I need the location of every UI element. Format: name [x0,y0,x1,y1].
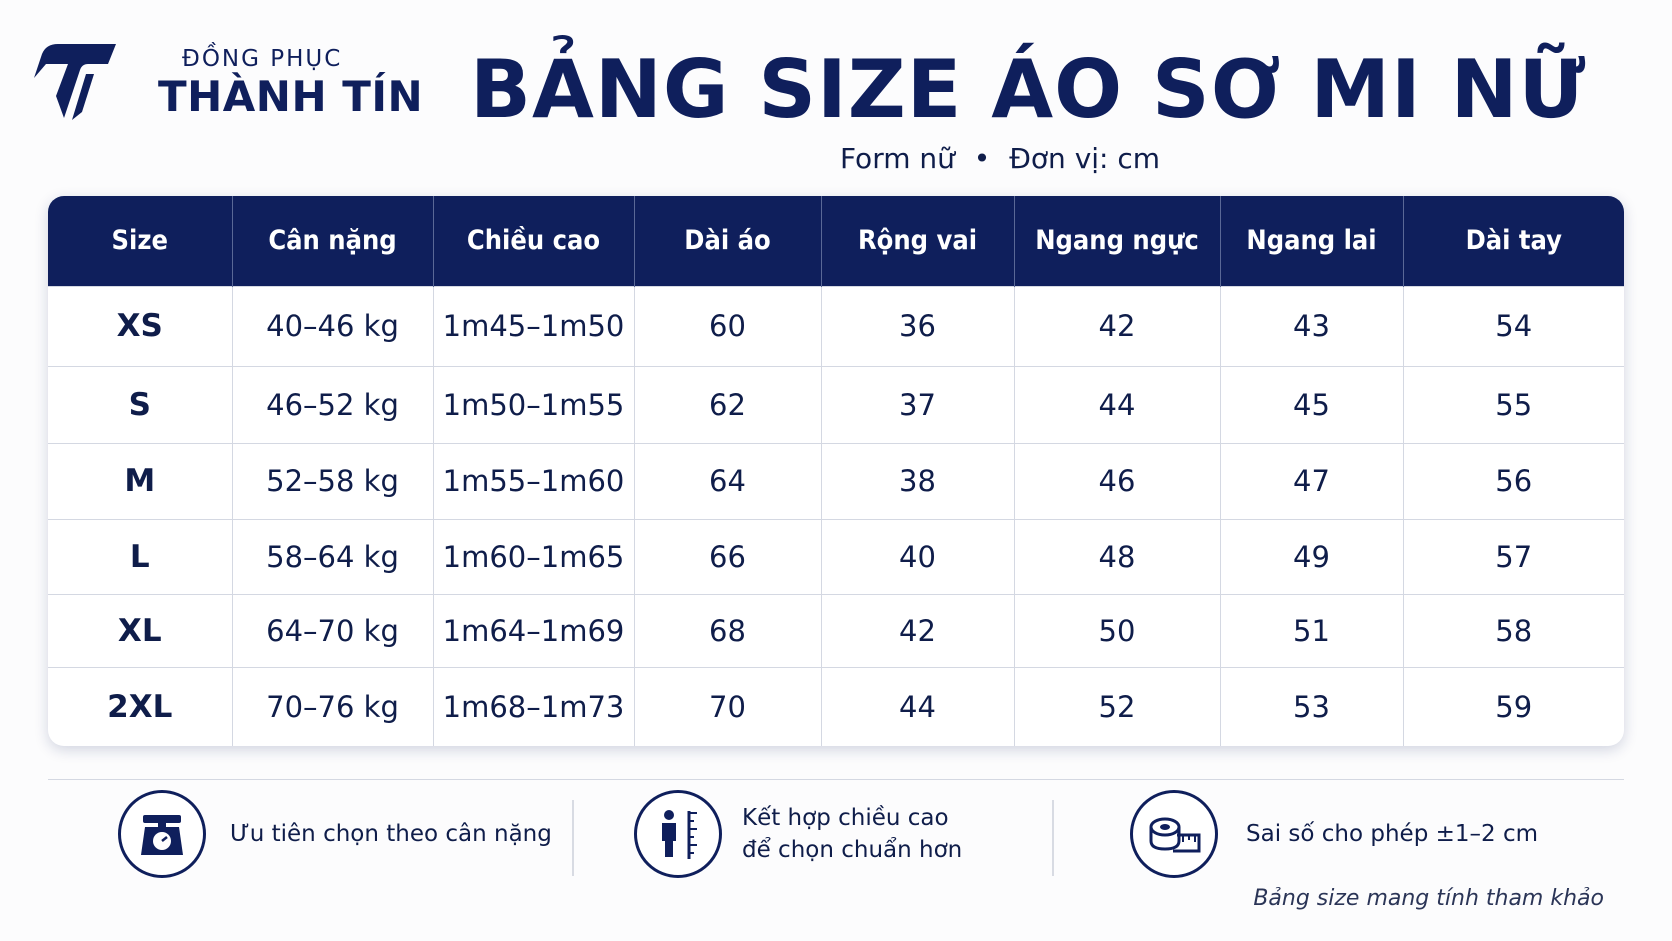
table-cell: 40 [821,519,1015,595]
height-measure-icon [634,790,722,878]
note-line: để chọn chuẩn hơn [742,837,963,863]
note-height-text: Kết hợp chiều cao để chọn chuẩn hơn [742,802,962,866]
table-cell: 1m64–1m69 [433,594,635,668]
table-cell: 56 [1495,464,1533,499]
size-cell: S [48,366,233,443]
page-title: BẢNG SIZE ÁO SƠ MI NỮ [470,43,1587,136]
table-row: XL 64–70 kg 1m64–1m69 68 42 50 51 58 [48,594,1624,668]
table-row: M 52–58 kg 1m55–1m60 64 38 46 47 56 [48,443,1624,520]
table-cell: 37 [821,366,1015,443]
table-cell: 55 [1495,387,1533,422]
size-table: Size Cân nặng Chiều cao Dài áo Rộng vai … [48,196,1624,746]
table-cell: 48 [1014,519,1221,595]
table-cell: 46–52 kg [232,366,434,443]
size-table-container: Size Cân nặng Chiều cao Dài áo Rộng vai … [48,196,1624,746]
table-cell: 62 [634,366,822,443]
note-line: Sai số cho phép ±1–2 cm [1246,821,1539,847]
footer-separator [572,800,574,876]
note-weight-text: Ưu tiên chọn theo cân nặng [230,818,552,850]
table-row: XS 40–46 kg 1m45–1m50 60 36 42 43 54 [48,286,1624,367]
table-cell: 1m45–1m50 [433,286,635,367]
size-cell: M [48,443,233,520]
table-cell: 1m50–1m55 [433,366,635,443]
table-cell: 44 [821,667,1015,746]
footer-separator [1052,800,1054,876]
table-cell: 64–70 kg [232,594,434,668]
table-cell: 44 [1014,366,1221,443]
size-cell: L [48,519,233,595]
note-line: Kết hợp chiều cao [742,805,949,831]
brand-name: THÀNH TÍN [158,72,424,121]
table-row: S 46–52 kg 1m50–1m55 62 37 44 45 55 [48,366,1624,443]
table-cell: 58–64 kg [232,519,434,595]
table-cell: 47 [1220,443,1404,520]
column-header-chest-width: Ngang ngực [1014,196,1221,286]
column-header-weight: Cân nặng [232,196,434,286]
brand-mark-icon [34,44,116,120]
column-header-hem-width: Ngang lai [1220,196,1404,286]
table-cell: 42 [1014,286,1221,367]
size-cell: XL [48,594,233,668]
table-cell: 1m55–1m60 [433,443,635,520]
table-cell: 1m60–1m65 [433,519,635,595]
column-header-height: Chiều cao [433,196,635,286]
separator-dot: • [973,142,991,175]
disclaimer-text: Bảng size mang tính tham khảo [1253,886,1604,911]
table-cell: 36 [821,286,1015,367]
brand-logo: ĐỒNG PHỤC THÀNH TÍN [32,40,423,130]
table-cell: 52 [1014,667,1221,746]
table-cell: 70–76 kg [232,667,434,746]
column-header-sleeve-length: Dài tay [1465,225,1562,257]
size-cell: 2XL [48,667,233,746]
table-cell: 42 [821,594,1015,668]
table-cell: 40–46 kg [232,286,434,367]
table-cell: 49 [1220,519,1404,595]
table-cell: 54 [1495,309,1533,344]
table-cell: 53 [1220,667,1404,746]
table-cell: 50 [1014,594,1221,668]
unit-label: Đơn vị: cm [1009,142,1161,175]
scale-icon [118,790,206,878]
table-row: L 58–64 kg 1m60–1m65 66 40 48 49 57 [48,519,1624,595]
table-header-row: Size Cân nặng Chiều cao Dài áo Rộng vai … [48,196,1624,286]
form-label: Form nữ [839,142,955,175]
table-cell: 1m68–1m73 [433,667,635,746]
table-cell: 46 [1014,443,1221,520]
brand-top-text: ĐỒNG PHỤC [182,46,343,72]
table-cell: 66 [634,519,822,595]
page-subtitle: Form nữ • Đơn vị: cm [500,142,1500,175]
table-cell: 64 [634,443,822,520]
table-cell: 59 [1495,689,1533,724]
table-cell: 58 [1495,614,1533,649]
column-header-size: Size [48,196,233,286]
footer-divider [48,779,1624,780]
table-cell: 60 [634,286,822,367]
tape-measure-icon [1130,790,1218,878]
column-header-shoulder-width: Rộng vai [821,196,1015,286]
table-cell: 68 [634,594,822,668]
column-header-shirt-length: Dài áo [634,196,822,286]
table-cell: 45 [1220,366,1404,443]
note-line: Ưu tiên chọn theo cân nặng [230,821,552,847]
table-cell: 52–58 kg [232,443,434,520]
table-cell: 70 [634,667,822,746]
table-cell: 43 [1220,286,1404,367]
table-cell: 57 [1495,540,1533,575]
table-cell: 51 [1220,594,1404,668]
table-cell: 38 [821,443,1015,520]
table-row: 2XL 70–76 kg 1m68–1m73 70 44 52 53 59 [48,667,1624,746]
size-cell: XS [48,286,233,367]
note-tolerance-text: Sai số cho phép ±1–2 cm [1246,818,1538,850]
